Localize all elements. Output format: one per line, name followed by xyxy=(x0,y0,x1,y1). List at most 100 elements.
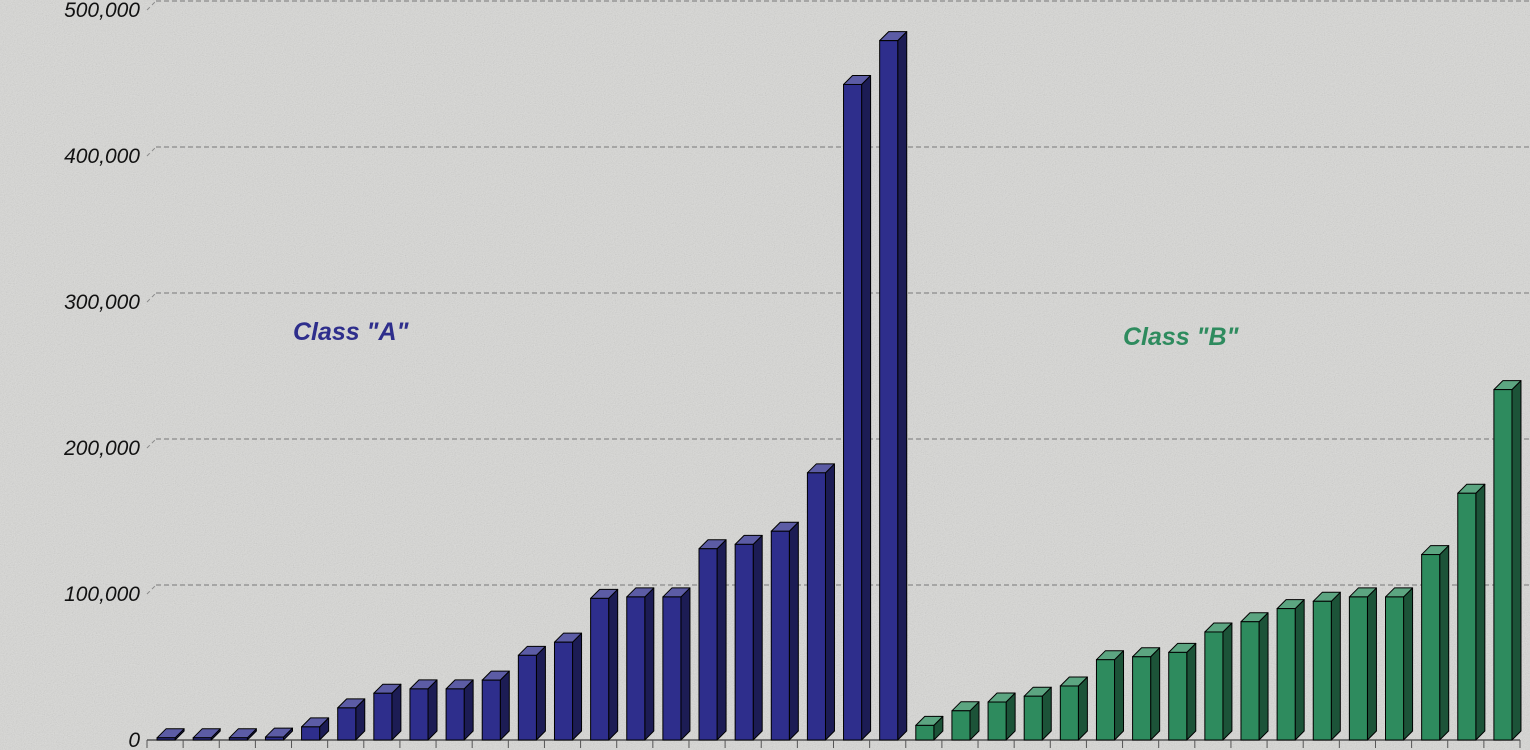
bar-front xyxy=(1204,631,1224,741)
bar-side xyxy=(680,587,691,741)
bar-front xyxy=(1240,621,1260,741)
class-a-label: Class "A" xyxy=(293,318,410,346)
bar-class-a-19 xyxy=(806,463,835,741)
bar-side xyxy=(897,31,908,741)
bar-side xyxy=(861,74,872,741)
bar-class-b-9 xyxy=(1204,622,1233,741)
bar-side xyxy=(1366,587,1377,741)
class-b-label: Class "B" xyxy=(1123,323,1240,351)
gridline-depth xyxy=(146,438,157,449)
bar-front xyxy=(1348,596,1368,741)
bar-side xyxy=(824,463,835,741)
bar-side xyxy=(1077,676,1088,741)
bar-side xyxy=(1114,650,1125,741)
bar-class-b-15 xyxy=(1421,545,1450,741)
bar-class-b-12 xyxy=(1312,591,1341,741)
bar-class-a-14 xyxy=(626,587,655,741)
bar-front xyxy=(1493,389,1513,741)
y-tick-label: 300,000 xyxy=(64,291,140,314)
bar-class-b-16 xyxy=(1457,483,1486,741)
gridline-depth xyxy=(146,584,157,595)
bar-side xyxy=(608,588,619,741)
grid-layer xyxy=(146,0,1529,595)
bar-front xyxy=(879,40,899,741)
bar-front xyxy=(806,472,826,741)
bar-side xyxy=(752,534,763,741)
gridline-depth xyxy=(146,0,157,11)
bar-class-a-3 xyxy=(228,728,257,741)
bar-class-a-4 xyxy=(264,727,293,741)
bar-class-a-20 xyxy=(843,74,872,741)
bar-front xyxy=(192,737,212,741)
bar-class-a-8 xyxy=(409,679,438,741)
bar-front xyxy=(373,692,393,741)
gridline-depth xyxy=(146,146,157,157)
bar-class-b-2 xyxy=(951,701,980,741)
y-tick-label: 0 xyxy=(128,729,140,750)
y-tick-label: 400,000 xyxy=(64,145,140,168)
bar-side xyxy=(463,679,474,741)
bar-side xyxy=(391,683,402,741)
bar-class-a-6 xyxy=(337,698,366,741)
bar-front xyxy=(409,688,429,741)
bar-class-b-14 xyxy=(1385,587,1414,741)
bar-front xyxy=(517,654,537,741)
bar-front xyxy=(264,736,284,741)
bar-front xyxy=(1421,554,1441,741)
bar-class-b-3 xyxy=(987,692,1016,741)
y-tick-label: 500,000 xyxy=(64,0,140,22)
bar-front xyxy=(951,710,971,741)
axis-layer: 0 100,000 200,000 300,000 400,000 500,000 xyxy=(63,0,1521,750)
bar-class-a-21 xyxy=(879,31,908,741)
bar-side xyxy=(1294,599,1305,741)
bar-class-a-9 xyxy=(445,679,474,741)
bar-front xyxy=(915,724,935,741)
bar-front xyxy=(301,726,321,741)
bar-side xyxy=(1330,591,1341,741)
bar-class-b-4 xyxy=(1023,686,1052,741)
bar-class-a-12 xyxy=(553,632,583,741)
bar-side xyxy=(1222,622,1233,741)
bar-front xyxy=(1312,600,1332,741)
bar-front xyxy=(1457,492,1477,741)
bar-side xyxy=(1403,587,1414,741)
bar-front xyxy=(662,596,682,741)
bar-side xyxy=(1439,545,1450,741)
bar-front xyxy=(228,737,248,741)
bar-front xyxy=(445,688,465,741)
bar-class-a-16 xyxy=(698,539,727,741)
bar-side xyxy=(572,632,583,741)
bar-front xyxy=(156,737,176,741)
bar-class-b-8 xyxy=(1168,642,1197,741)
bar-side xyxy=(644,587,655,741)
bar-front xyxy=(1132,656,1152,741)
bar-side xyxy=(788,521,799,741)
bar-side xyxy=(1150,647,1161,741)
bar-side xyxy=(1475,483,1486,741)
bar-front xyxy=(1168,651,1188,741)
bar-side xyxy=(499,670,510,741)
bar-front xyxy=(337,707,357,741)
bar-front xyxy=(734,543,754,741)
bar-front xyxy=(590,597,610,741)
bar-front xyxy=(553,641,574,741)
bar-class-b-11 xyxy=(1276,599,1305,741)
bar-side xyxy=(535,645,546,741)
bar-class-a-5 xyxy=(301,717,330,741)
bar-side xyxy=(716,539,727,741)
bar-front xyxy=(1023,695,1043,741)
bar-class-a-10 xyxy=(481,670,510,741)
bar-front xyxy=(843,83,863,741)
y-tick-label: 200,000 xyxy=(63,437,140,460)
bar-class-b-7 xyxy=(1132,647,1161,741)
bar-class-a-1 xyxy=(156,728,185,741)
bar-side xyxy=(1186,642,1197,741)
bar-front xyxy=(1095,659,1116,741)
bar-side xyxy=(427,679,438,741)
bar-class-b-6 xyxy=(1095,650,1125,741)
bar-class-a-11 xyxy=(517,645,546,741)
bar-class-b-13 xyxy=(1348,587,1377,741)
